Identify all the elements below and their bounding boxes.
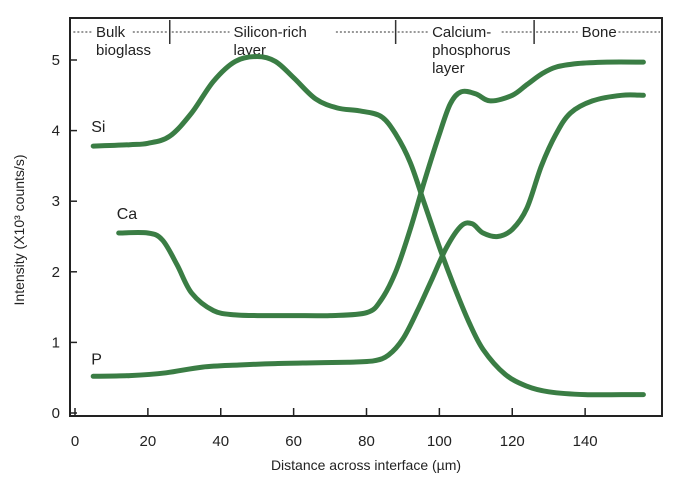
x-tick-label: 120 [500,433,525,450]
x-tick-label: 20 [140,433,157,450]
x-tick-label: 60 [285,433,302,450]
series-label-si: Si [91,119,105,136]
y-tick-label: 0 [52,405,60,422]
y-tick-label: 1 [52,334,60,351]
y-axis-title: Intensity (X10³ counts/s) [11,155,27,306]
region-label: layer [432,60,465,77]
region-label: bioglass [96,42,151,59]
y-tick-label: 4 [52,123,60,140]
series-group [90,54,646,398]
series-labels: Si Ca P [91,119,137,368]
y-tick-label: 3 [52,193,60,210]
x-tick-label: 140 [573,433,598,450]
x-tick-label: 40 [212,433,229,450]
x-tick-label: 100 [427,433,452,450]
y-tick-label: 2 [52,264,60,281]
plot-frame [69,17,663,417]
x-tick-label: 0 [71,433,79,450]
x-axis-title: Distance across interface (µm) [271,457,461,473]
region-bar: BulkbioglassSilicon-richlayerCalcium-pho… [73,20,660,77]
region-label: Silicon-rich [233,24,306,41]
series-label-p: P [91,351,102,368]
y-tick-label: 5 [52,52,60,69]
region-label: Bone [582,24,617,41]
x-tick-label: 80 [358,433,375,450]
region-label: phosphorus [432,42,510,59]
region-3: Bone [533,20,660,44]
series-label-ca: Ca [117,206,138,223]
series-line-ca [116,59,646,319]
series-line-p [90,92,646,379]
region-label: Calcium- [432,24,491,41]
y-axis: 0 1 2 3 4 5 [52,52,77,422]
x-axis: 0 20 40 60 80 100 120 140 [71,408,598,450]
series-line-si [90,54,646,398]
plot-border [69,17,663,417]
region-label: Bulk [96,24,126,41]
